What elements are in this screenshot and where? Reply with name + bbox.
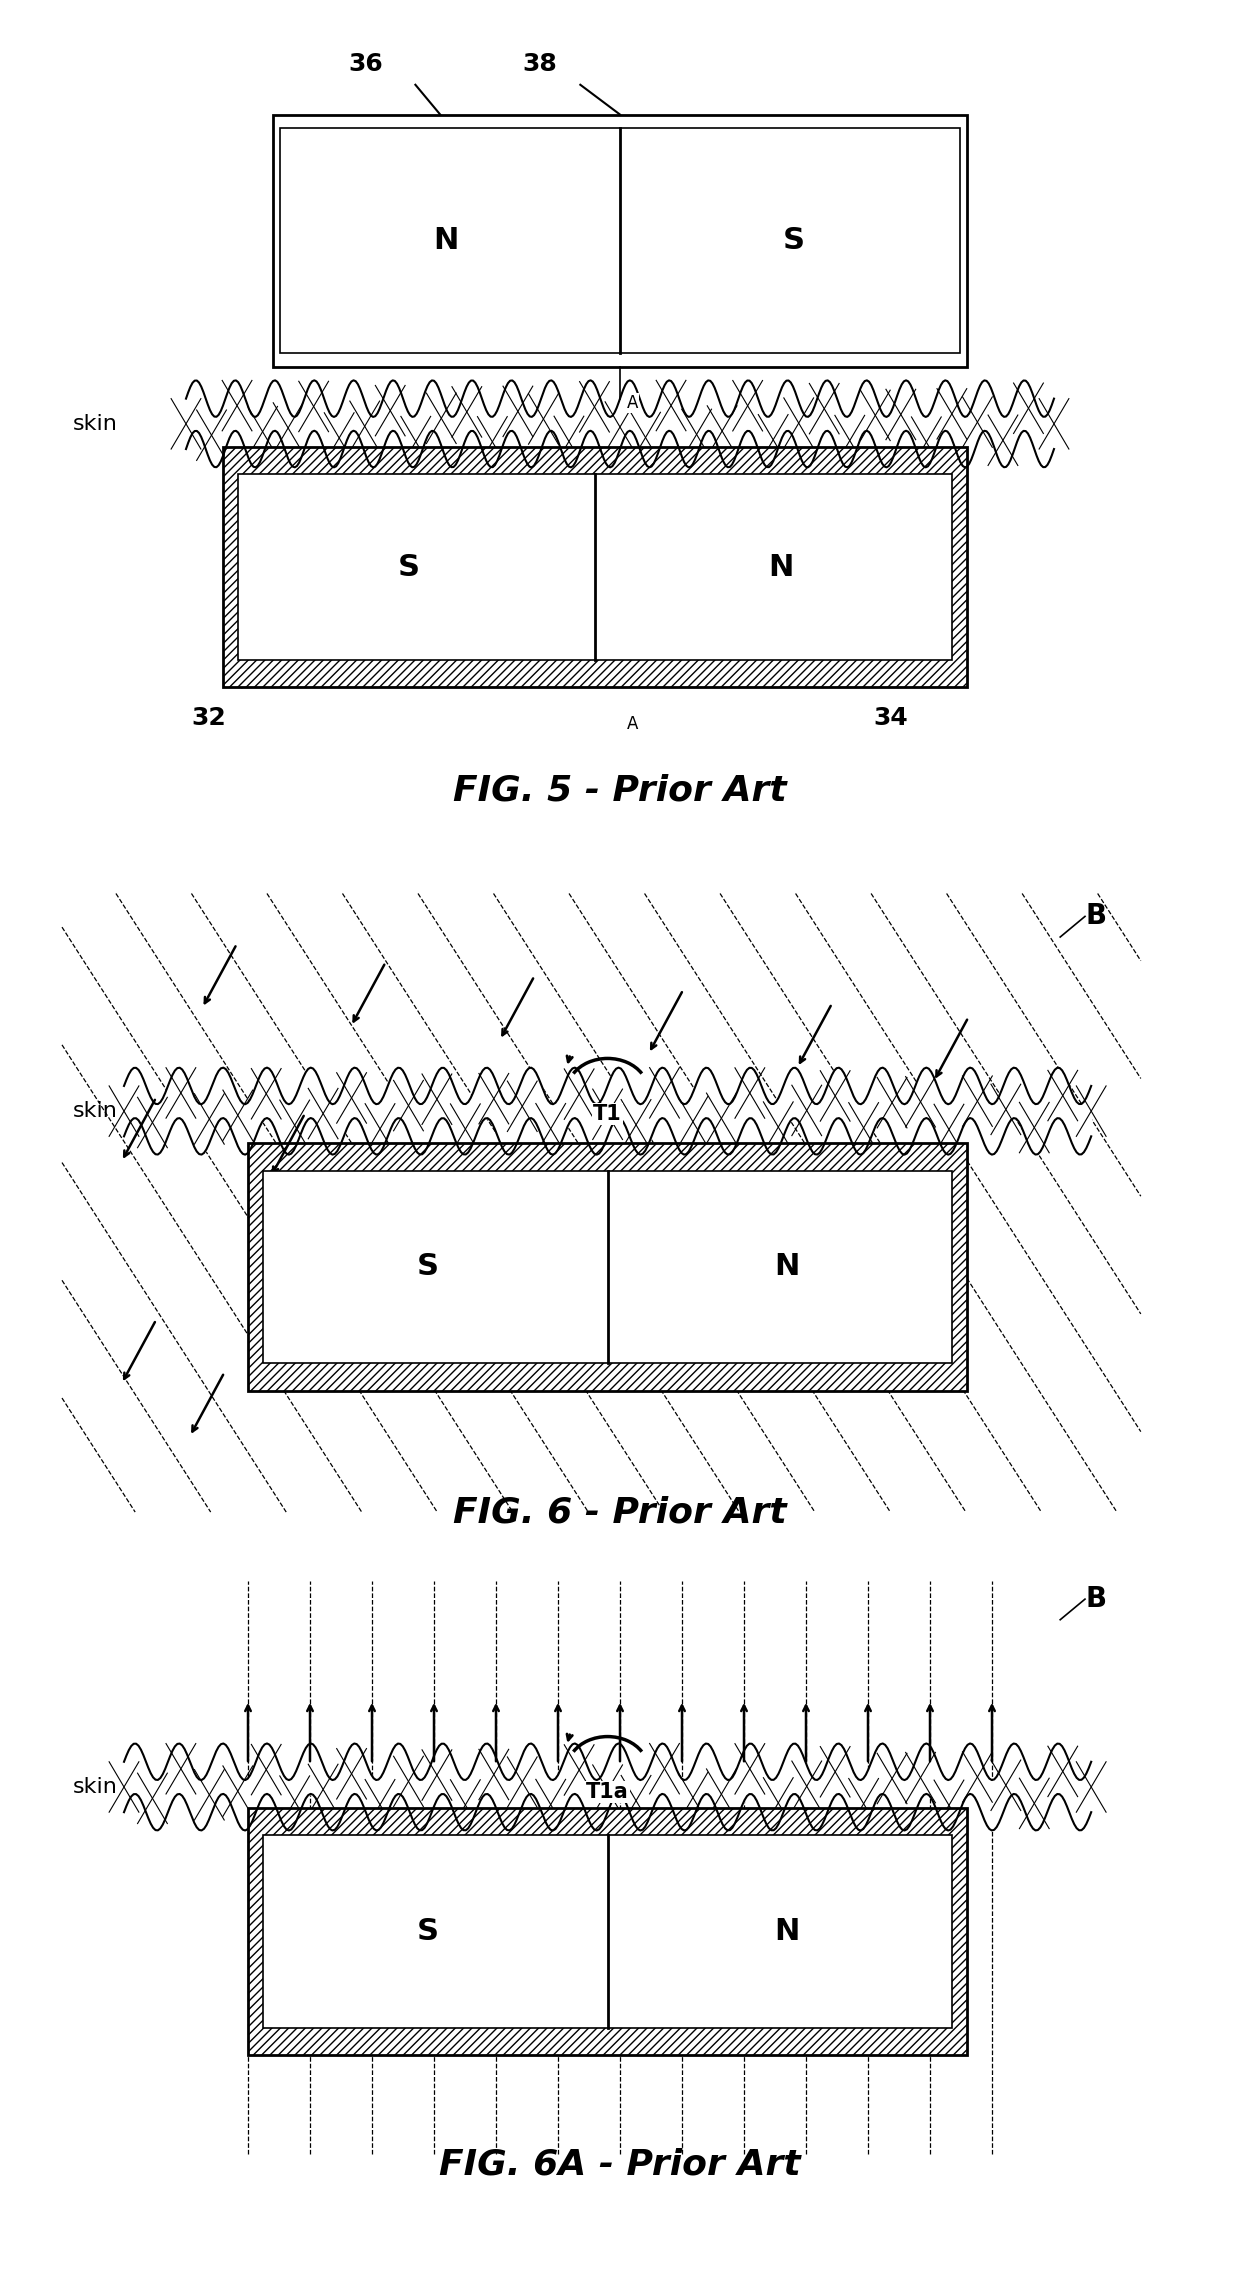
Text: A: A — [626, 394, 639, 412]
Text: 34: 34 — [873, 706, 908, 729]
Text: B: B — [1085, 903, 1106, 930]
Bar — [248, 1808, 967, 2055]
Text: skin: skin — [73, 1778, 118, 1796]
Bar — [263, 1171, 952, 1363]
Bar — [223, 447, 967, 687]
Text: S: S — [417, 1253, 439, 1281]
Text: skin: skin — [73, 415, 118, 433]
Text: 38: 38 — [522, 53, 557, 76]
Text: T1: T1 — [593, 1104, 622, 1125]
Text: 36: 36 — [348, 53, 383, 76]
Bar — [238, 474, 952, 660]
Text: S: S — [417, 1918, 439, 1945]
Text: FIG. 6 - Prior Art: FIG. 6 - Prior Art — [453, 1496, 787, 1528]
Text: FIG. 5 - Prior Art: FIG. 5 - Prior Art — [453, 774, 787, 806]
Text: 32: 32 — [191, 706, 226, 729]
Text: N: N — [775, 1253, 800, 1281]
Text: B: B — [1085, 1585, 1106, 1613]
Text: S: S — [782, 227, 805, 254]
Bar — [248, 1143, 967, 1391]
Text: FIG. 6A - Prior Art: FIG. 6A - Prior Art — [439, 2149, 801, 2181]
Text: N: N — [434, 227, 459, 254]
Text: N: N — [769, 552, 794, 582]
Text: S: S — [398, 552, 420, 582]
Text: A: A — [626, 715, 639, 733]
Bar — [273, 115, 967, 367]
Text: N: N — [775, 1918, 800, 1945]
Text: T1a: T1a — [587, 1782, 629, 1803]
Text: skin: skin — [73, 1102, 118, 1120]
Bar — [263, 1835, 952, 2028]
Bar — [280, 128, 960, 353]
